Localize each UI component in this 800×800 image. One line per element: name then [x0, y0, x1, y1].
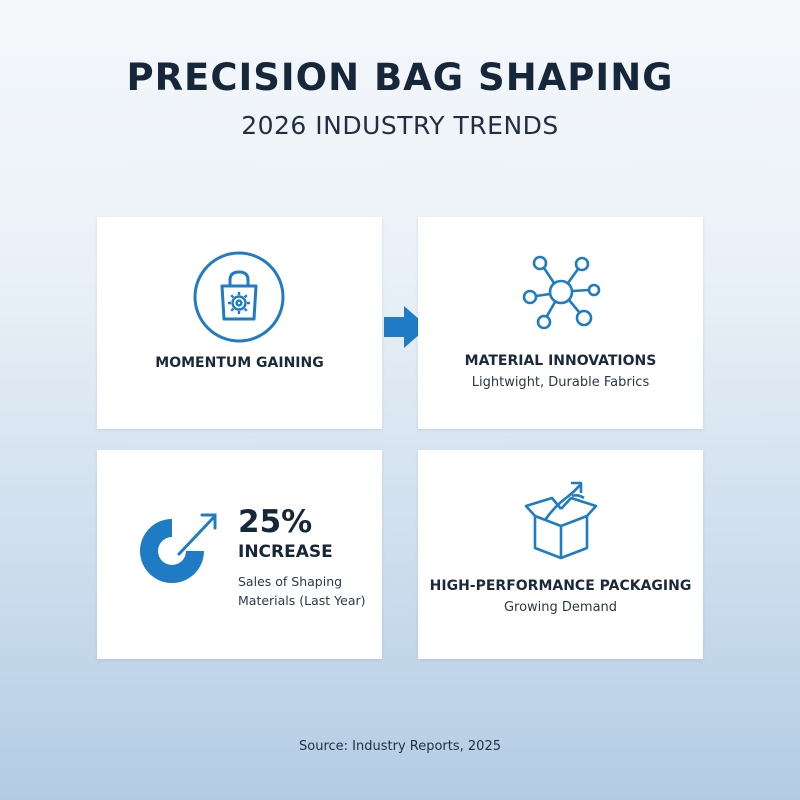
donut-chart: [140, 519, 204, 583]
page-subtitle: 2026 INDUSTRY TRENDS: [241, 111, 559, 140]
page-title: PRECISION BAG SHAPING: [126, 56, 674, 99]
open-box-arrow-icon: [524, 481, 598, 560]
stat-value: 25%: [238, 504, 313, 540]
card-label: MOMENTUM GAINING: [155, 355, 324, 371]
card-label: HIGH-PERFORMANCE PACKAGING: [429, 578, 692, 594]
right-arrow-icon: [384, 306, 428, 348]
stat-label: INCREASE: [238, 542, 333, 562]
card-sublabel: Growing Demand: [503, 600, 618, 615]
donut-filled-segment: [140, 519, 204, 583]
network-nodes-icon: [522, 255, 601, 330]
card-label: MATERIAL INNOVATIONS: [464, 353, 657, 369]
card-high-performance-packaging: HIGH-PERFORMANCE PACKAGING Growing Deman…: [418, 450, 703, 659]
stat-description: Sales of Shaping Materials (Last Year): [238, 574, 366, 608]
card-sales-increase: 25% INCREASE Sales of Shaping Materials …: [97, 450, 382, 659]
card-sublabel: Lightwight, Durable Fabrics: [471, 375, 650, 390]
shopping-bag-gear-icon: [193, 251, 285, 343]
donut-arrow-growth-icon: [140, 513, 217, 583]
card-material-innovations: MATERIAL INNOVATIONS Lightwight, Durable…: [418, 217, 703, 429]
card-momentum-gaining: MOMENTUM GAINING: [97, 217, 382, 429]
source-note: Source: Industry Reports, 2025: [299, 739, 501, 754]
